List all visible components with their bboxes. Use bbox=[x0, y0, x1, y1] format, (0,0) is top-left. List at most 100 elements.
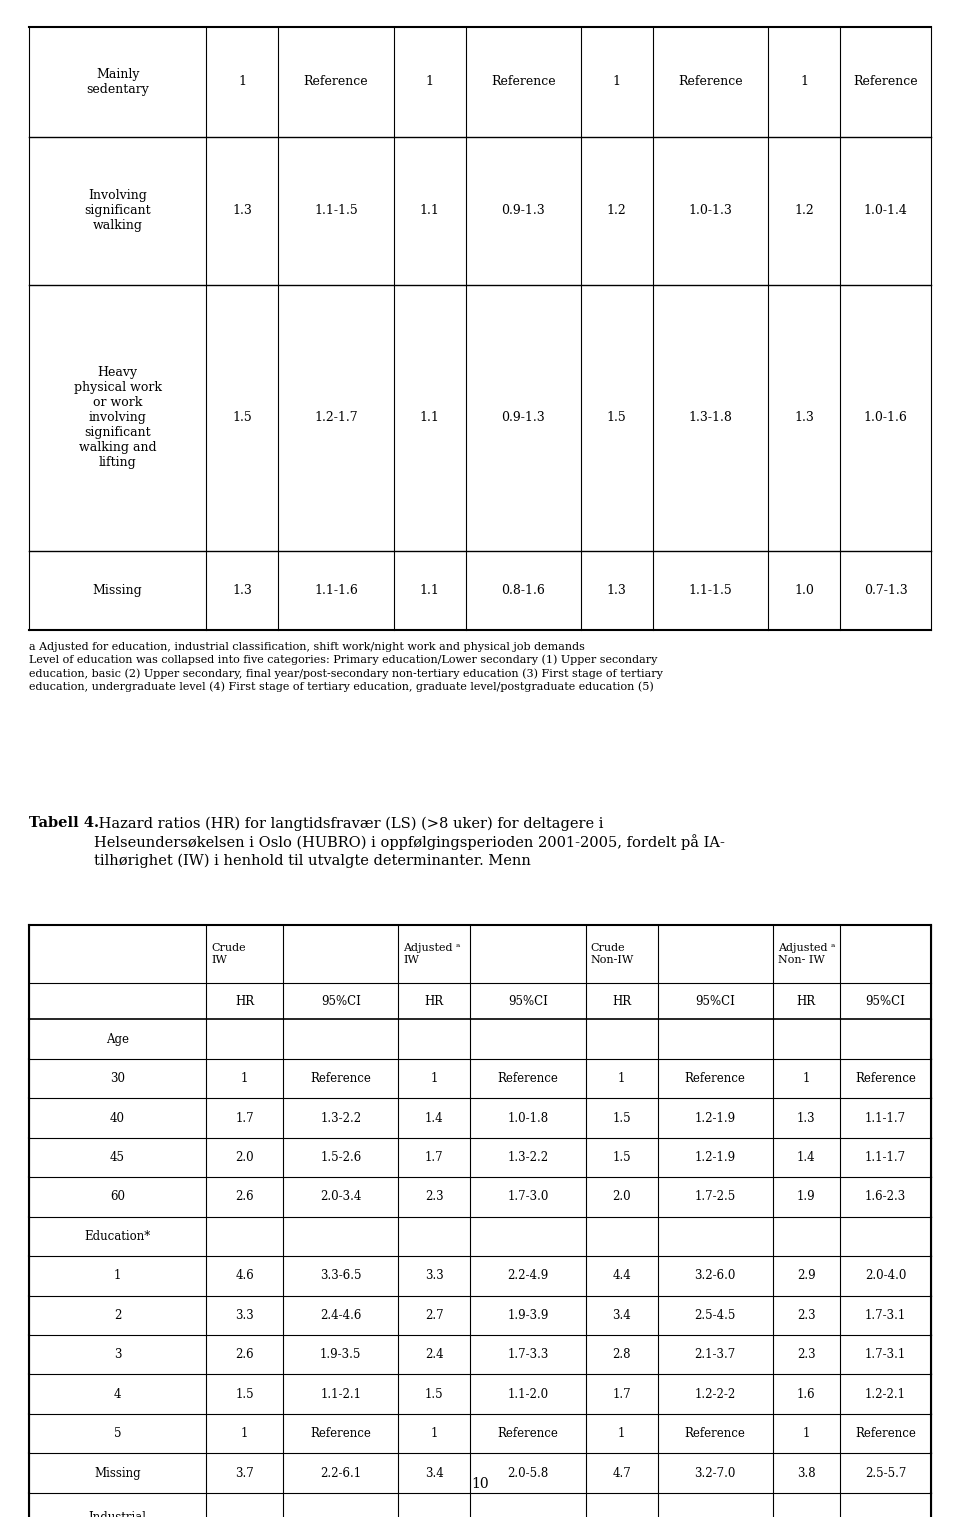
Text: 1.7-3.3: 1.7-3.3 bbox=[507, 1349, 549, 1361]
Text: 1.2-1.7: 1.2-1.7 bbox=[314, 411, 358, 425]
Text: 10: 10 bbox=[471, 1478, 489, 1491]
Text: 2.5-4.5: 2.5-4.5 bbox=[694, 1309, 736, 1321]
Text: 1.3-2.2: 1.3-2.2 bbox=[508, 1151, 548, 1164]
Text: 1.7: 1.7 bbox=[425, 1151, 444, 1164]
Text: 1.5: 1.5 bbox=[612, 1151, 631, 1164]
Text: 2.9: 2.9 bbox=[797, 1270, 816, 1282]
Text: 3.2-6.0: 3.2-6.0 bbox=[694, 1270, 736, 1282]
Text: 1.4: 1.4 bbox=[425, 1112, 444, 1124]
Text: 1.3-1.8: 1.3-1.8 bbox=[688, 411, 732, 425]
Text: Missing: Missing bbox=[93, 584, 142, 596]
Text: 1: 1 bbox=[241, 1073, 249, 1085]
Text: 1.1-1.7: 1.1-1.7 bbox=[865, 1112, 906, 1124]
Text: 1.7-3.0: 1.7-3.0 bbox=[507, 1191, 549, 1203]
Text: 1.5: 1.5 bbox=[235, 1388, 254, 1400]
Text: 1.1: 1.1 bbox=[420, 584, 440, 596]
Text: 1.2: 1.2 bbox=[607, 205, 627, 217]
Text: Adjusted ᵃ
IW: Adjusted ᵃ IW bbox=[403, 944, 461, 965]
Text: Reference: Reference bbox=[855, 1073, 916, 1085]
Text: 1.1-2.0: 1.1-2.0 bbox=[508, 1388, 548, 1400]
Text: 2: 2 bbox=[114, 1309, 121, 1321]
Text: 1.0-1.6: 1.0-1.6 bbox=[864, 411, 907, 425]
Text: 5: 5 bbox=[114, 1427, 121, 1440]
Text: 3.3-6.5: 3.3-6.5 bbox=[320, 1270, 362, 1282]
Text: 1.0-1.3: 1.0-1.3 bbox=[688, 205, 732, 217]
Text: Reference: Reference bbox=[684, 1427, 746, 1440]
Text: Industrial
classificatio
n: Industrial classificatio n bbox=[83, 1511, 153, 1517]
Text: 1: 1 bbox=[803, 1073, 810, 1085]
Text: 1: 1 bbox=[612, 76, 621, 88]
Text: 1.3: 1.3 bbox=[607, 584, 627, 596]
Text: Reference: Reference bbox=[497, 1427, 559, 1440]
Text: 1.3: 1.3 bbox=[794, 411, 814, 425]
Text: 1.2: 1.2 bbox=[794, 205, 814, 217]
Text: 2.4-4.6: 2.4-4.6 bbox=[320, 1309, 362, 1321]
Text: 3.7: 3.7 bbox=[235, 1467, 254, 1479]
Text: 40: 40 bbox=[110, 1112, 125, 1124]
Text: 0.8-1.6: 0.8-1.6 bbox=[501, 584, 545, 596]
Text: Reference: Reference bbox=[310, 1427, 372, 1440]
Text: 0.9-1.3: 0.9-1.3 bbox=[501, 411, 545, 425]
Text: 1.7-2.5: 1.7-2.5 bbox=[695, 1191, 735, 1203]
Text: 1: 1 bbox=[803, 1427, 810, 1440]
Text: 3.3: 3.3 bbox=[425, 1270, 444, 1282]
Text: Education*: Education* bbox=[84, 1230, 151, 1242]
Text: 1.5-2.6: 1.5-2.6 bbox=[321, 1151, 361, 1164]
Text: 3: 3 bbox=[114, 1349, 121, 1361]
Text: 4: 4 bbox=[114, 1388, 121, 1400]
Text: 2.3: 2.3 bbox=[425, 1191, 444, 1203]
Text: 2.2-4.9: 2.2-4.9 bbox=[508, 1270, 548, 1282]
Text: 3.8: 3.8 bbox=[797, 1467, 816, 1479]
Text: Reference: Reference bbox=[497, 1073, 559, 1085]
Text: 1.1-1.7: 1.1-1.7 bbox=[865, 1151, 906, 1164]
Text: Involving
significant
walking: Involving significant walking bbox=[84, 190, 151, 232]
Text: 1.7: 1.7 bbox=[612, 1388, 631, 1400]
Text: HR: HR bbox=[797, 995, 816, 1007]
Text: 1.5: 1.5 bbox=[607, 411, 627, 425]
Text: 1.3: 1.3 bbox=[797, 1112, 816, 1124]
Text: Reference: Reference bbox=[491, 76, 556, 88]
Text: 1: 1 bbox=[425, 76, 434, 88]
Text: Reference: Reference bbox=[684, 1073, 746, 1085]
Text: 95%CI: 95%CI bbox=[508, 995, 548, 1007]
Text: Crude
Non-IW: Crude Non-IW bbox=[590, 944, 634, 965]
Text: 1.1-1.5: 1.1-1.5 bbox=[688, 584, 732, 596]
Text: 1.9: 1.9 bbox=[797, 1191, 816, 1203]
Text: Adjusted ᵃ
Non- IW: Adjusted ᵃ Non- IW bbox=[778, 944, 835, 965]
Text: 1.3-2.2: 1.3-2.2 bbox=[321, 1112, 361, 1124]
Text: 95%CI: 95%CI bbox=[321, 995, 361, 1007]
Text: 1.1: 1.1 bbox=[420, 205, 440, 217]
Text: 95%CI: 95%CI bbox=[866, 995, 905, 1007]
Text: 1: 1 bbox=[241, 1427, 249, 1440]
Text: HR: HR bbox=[612, 995, 631, 1007]
Text: 4.7: 4.7 bbox=[612, 1467, 631, 1479]
Text: 1.0: 1.0 bbox=[794, 584, 814, 596]
Text: 3.3: 3.3 bbox=[235, 1309, 254, 1321]
Text: 1.2-2.1: 1.2-2.1 bbox=[865, 1388, 906, 1400]
Text: Mainly
sedentary: Mainly sedentary bbox=[86, 68, 149, 96]
Text: 1.6: 1.6 bbox=[797, 1388, 816, 1400]
Text: Hazard ratios (HR) for langtidsfravær (LS) (>8 uker) for deltagere i
Helseunders: Hazard ratios (HR) for langtidsfravær (L… bbox=[94, 816, 725, 868]
Text: Age: Age bbox=[107, 1033, 129, 1045]
Text: 2.0-4.0: 2.0-4.0 bbox=[865, 1270, 906, 1282]
Text: 2.6: 2.6 bbox=[235, 1349, 254, 1361]
Text: 2.5-5.7: 2.5-5.7 bbox=[865, 1467, 906, 1479]
Text: Missing: Missing bbox=[94, 1467, 141, 1479]
Text: 1.6-2.3: 1.6-2.3 bbox=[865, 1191, 906, 1203]
Text: 1.0-1.8: 1.0-1.8 bbox=[508, 1112, 548, 1124]
Text: 1.5: 1.5 bbox=[425, 1388, 444, 1400]
Text: 2.3: 2.3 bbox=[797, 1309, 816, 1321]
Text: 1.5: 1.5 bbox=[612, 1112, 631, 1124]
Text: Reference: Reference bbox=[310, 1073, 372, 1085]
Text: 1.1-1.6: 1.1-1.6 bbox=[314, 584, 358, 596]
Text: 1.3: 1.3 bbox=[232, 584, 252, 596]
Text: Reference: Reference bbox=[853, 76, 918, 88]
Text: 3.2-7.0: 3.2-7.0 bbox=[694, 1467, 736, 1479]
Text: 1: 1 bbox=[800, 76, 808, 88]
Text: 2.4: 2.4 bbox=[425, 1349, 444, 1361]
Text: 2.6: 2.6 bbox=[235, 1191, 254, 1203]
Text: 2.0-3.4: 2.0-3.4 bbox=[320, 1191, 362, 1203]
Text: 2.1-3.7: 2.1-3.7 bbox=[695, 1349, 735, 1361]
Text: 1.2-1.9: 1.2-1.9 bbox=[695, 1151, 735, 1164]
Text: 1: 1 bbox=[238, 76, 247, 88]
